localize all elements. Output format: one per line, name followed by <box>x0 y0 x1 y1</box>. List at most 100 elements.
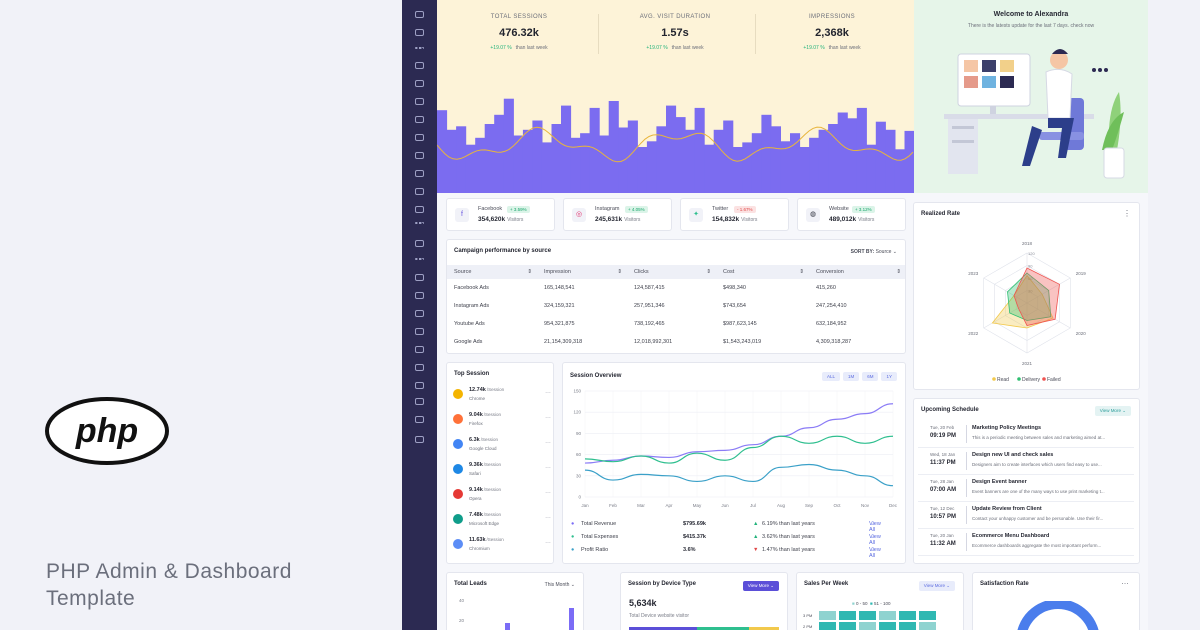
table-row[interactable]: Google Ads 21,154,309,318 12,018,992,301 $1… <box>454 339 852 345</box>
x-tick-label: Jul <box>750 503 756 508</box>
more-horizontal-icon[interactable]: … <box>545 489 551 495</box>
x-tick-label: Mar <box>637 503 645 508</box>
sidebar-nav-icon[interactable] <box>415 29 424 36</box>
more-horizontal-icon[interactable]: … <box>545 389 551 395</box>
globe-icon: ◍ <box>806 208 820 222</box>
schedule-item[interactable]: Tue, 20 Feb 09:19 PM Marketing Policy Meet… <box>918 423 1134 448</box>
view-more-button[interactable]: View More ⌄ <box>918 581 955 591</box>
social-card-twitter[interactable]: ✦ Twitter - 1.67% 154,832k Visitors <box>680 198 789 231</box>
sidebar-nav-icon[interactable] <box>415 62 424 69</box>
sidebar-nav-icon[interactable] <box>415 134 424 141</box>
sidebar-nav-icon[interactable] <box>415 292 424 299</box>
view-all-link[interactable]: View All → <box>869 534 881 546</box>
top-session-item[interactable]: 12.74k/Session Chrome… <box>453 385 551 405</box>
social-card-instagram[interactable]: ◎ Instagram + 4.05% 245,631k Visitors <box>563 198 672 231</box>
more-horizontal-icon[interactable]: … <box>545 439 551 445</box>
top-session-item[interactable]: 9.14k/Session Opera… <box>453 485 551 505</box>
stat-divider <box>755 14 756 54</box>
top-session-item[interactable]: 9.36k/Session Safari… <box>453 460 551 480</box>
schedule-date: Tue, 28 Jan <box>930 479 954 484</box>
social-visitors-value: 154,832k <box>712 216 740 223</box>
social-visitors-unit: Visitors <box>507 217 524 223</box>
y-tick-label: 0 <box>578 495 581 500</box>
sidebar-nav-icon[interactable] <box>415 436 424 443</box>
more-horizontal-icon[interactable]: … <box>545 414 551 420</box>
device-segment <box>749 627 779 630</box>
realized-title: Realized Rate <box>921 211 961 217</box>
view-all-link[interactable]: View All → <box>869 547 881 559</box>
top-session-item[interactable]: 9.04k/Session Firefox… <box>453 410 551 430</box>
sidebar-nav-icon[interactable] <box>415 47 424 49</box>
heatmap-cell <box>879 611 896 620</box>
table-row[interactable]: Youtube Ads 954,321,875 738,192,465 $987,62… <box>454 321 847 327</box>
sidebar-nav-icon[interactable] <box>415 11 424 18</box>
more-horizontal-icon[interactable]: … <box>1121 577 1129 586</box>
sidebar-nav-icon[interactable] <box>415 398 424 405</box>
sidebar-nav-icon[interactable] <box>415 116 424 123</box>
sort-dropdown[interactable]: SORT BY: Source ⌄ <box>851 249 897 255</box>
sidebar-nav-icon[interactable] <box>415 170 424 177</box>
sidebar-nav-icon[interactable] <box>415 310 424 317</box>
col-clicks[interactable]: Clicks ⇕ <box>627 265 716 279</box>
schedule-item[interactable]: Tue, 20 Jan 11:32 AM Ecommerce Menu Dashbo… <box>918 531 1134 556</box>
view-more-button[interactable]: View More ⌄ <box>1094 406 1131 416</box>
stat-value: 476.32k <box>499 27 539 39</box>
more-horizontal-icon[interactable]: … <box>545 514 551 520</box>
social-card-facebook[interactable]: f Facebook + 3.59% 354,620k Visitors <box>446 198 555 231</box>
table-header-row: Source ⇕ Impression ⇕ Clicks ⇕ Cost ⇕ Conver… <box>447 265 905 279</box>
schedule-title: Design new UI and check sales <box>972 452 1054 458</box>
stat-label: IMPRESSIONS <box>808 14 856 20</box>
sidebar-nav-icon[interactable] <box>415 382 424 389</box>
sidebar-nav-icon[interactable] <box>415 416 424 423</box>
campaign-title: Campaign performance by source <box>454 248 552 254</box>
col-source[interactable]: Source ⇕ <box>447 265 537 279</box>
filter-6m-button[interactable]: 6M <box>862 372 879 381</box>
sidebar-nav-icon[interactable] <box>415 274 424 281</box>
sidebar-nav-icon[interactable] <box>415 206 424 213</box>
sidebar-nav-icon[interactable] <box>415 98 424 105</box>
sidebar-nav-icon[interactable] <box>415 222 424 224</box>
more-horizontal-icon[interactable]: … <box>545 464 551 470</box>
sidebar-nav-icon[interactable] <box>415 240 424 247</box>
hero-bar <box>503 98 514 193</box>
col-conversion[interactable]: Conversion ⇕ <box>809 265 905 279</box>
filter-all-button[interactable]: ALL <box>821 372 840 381</box>
sidebar-nav-icon[interactable] <box>415 152 424 159</box>
schedule-item[interactable]: Wed, 18 Jan 11:37 PM Design new UI and che… <box>918 450 1134 475</box>
series-line <box>584 463 894 487</box>
sidebar-nav-icon[interactable] <box>415 346 424 353</box>
top-session-title: Top Session <box>454 371 490 377</box>
view-all-link[interactable]: View All → <box>869 521 881 533</box>
view-more-button[interactable]: View More ⌄ <box>742 581 779 591</box>
top-session-item[interactable]: 11.63k/Session Chromium… <box>453 535 551 555</box>
filter-1m-button[interactable]: 1M <box>842 372 860 381</box>
table-row[interactable]: Facebook Ads 165,148,541 124,587,415 $498,3… <box>454 285 836 291</box>
top-session-item[interactable]: 6.3k/Session Google Cloud… <box>453 435 551 455</box>
social-name: Website <box>829 206 849 212</box>
heatmap-cell <box>899 611 916 620</box>
more-vertical-icon[interactable]: ⋮ <box>1123 209 1131 218</box>
stat-change-period: than last week <box>515 45 548 51</box>
filter-1y-button[interactable]: 1Y <box>881 372 897 381</box>
col-cost[interactable]: Cost ⇕ <box>716 265 809 279</box>
browser-name: Microsoft Edge <box>469 521 500 526</box>
top-session-item[interactable]: 7.48k/Session Microsoft Edge … <box>453 510 551 530</box>
leads-bar <box>505 623 510 630</box>
hero-bar <box>437 110 448 193</box>
sidebar-nav-icon[interactable] <box>415 364 424 371</box>
schedule-item[interactable]: Tue, 28 Jan 07:00 AM Design Event banner Ev… <box>918 477 1134 502</box>
social-card-website[interactable]: ◍ Website + 3.12% 489,012k Visitors <box>797 198 906 231</box>
session-value: 7.48k/Session <box>469 512 502 518</box>
radar-tick-label: 30 <box>1028 289 1033 294</box>
social-change-badge: + 4.05% <box>625 206 648 213</box>
more-horizontal-icon[interactable]: … <box>545 539 551 545</box>
sidebar-nav-icon[interactable] <box>415 188 424 195</box>
sidebar-nav-icon[interactable] <box>415 258 424 260</box>
sidebar-nav-icon[interactable] <box>415 328 424 335</box>
sidebar-nav-icon[interactable] <box>415 80 424 87</box>
x-tick-label: Sep <box>805 503 814 508</box>
table-row[interactable]: Instagram Ads 324,159,321 257,951,346 $743,… <box>454 303 847 309</box>
schedule-item[interactable]: Tue, 12 Dec 10:57 PM Update Review from Cl… <box>918 504 1134 529</box>
leads-period-dropdown[interactable]: This Month ⌄ <box>544 582 575 588</box>
col-impression[interactable]: Impression ⇕ <box>537 265 627 279</box>
